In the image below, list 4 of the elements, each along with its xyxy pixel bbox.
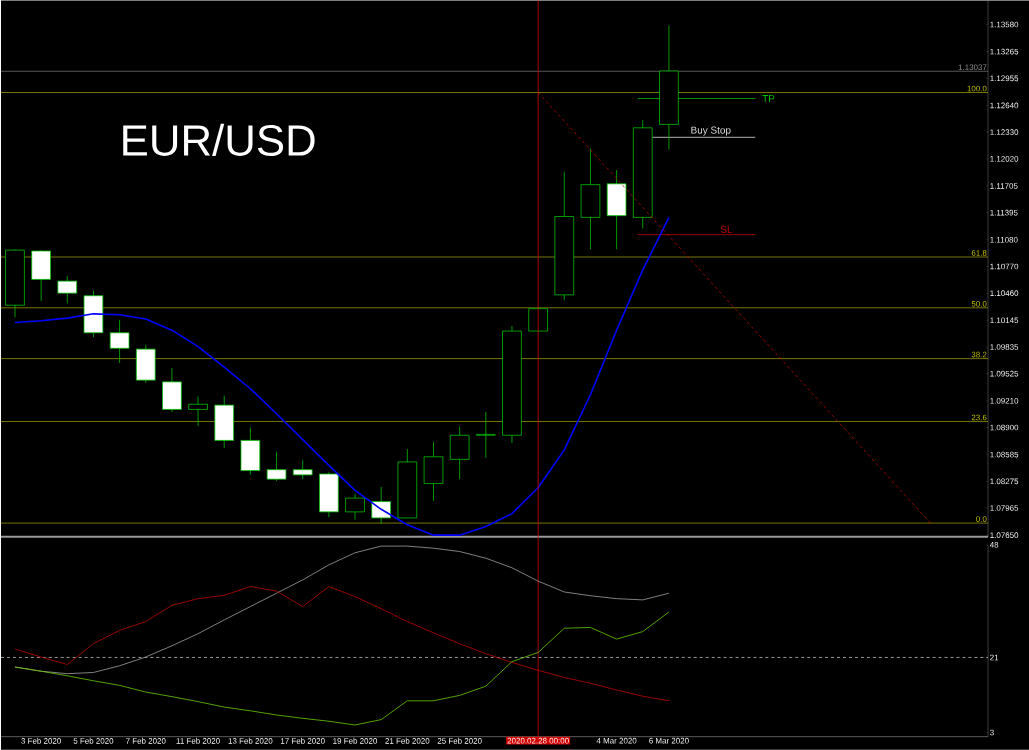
ref-line-label: Buy Stop [691, 126, 731, 136]
ref-line-label: SL [720, 226, 733, 234]
ref-line-label: TP [762, 95, 775, 103]
text: EUR/USD [123, 123, 315, 157]
